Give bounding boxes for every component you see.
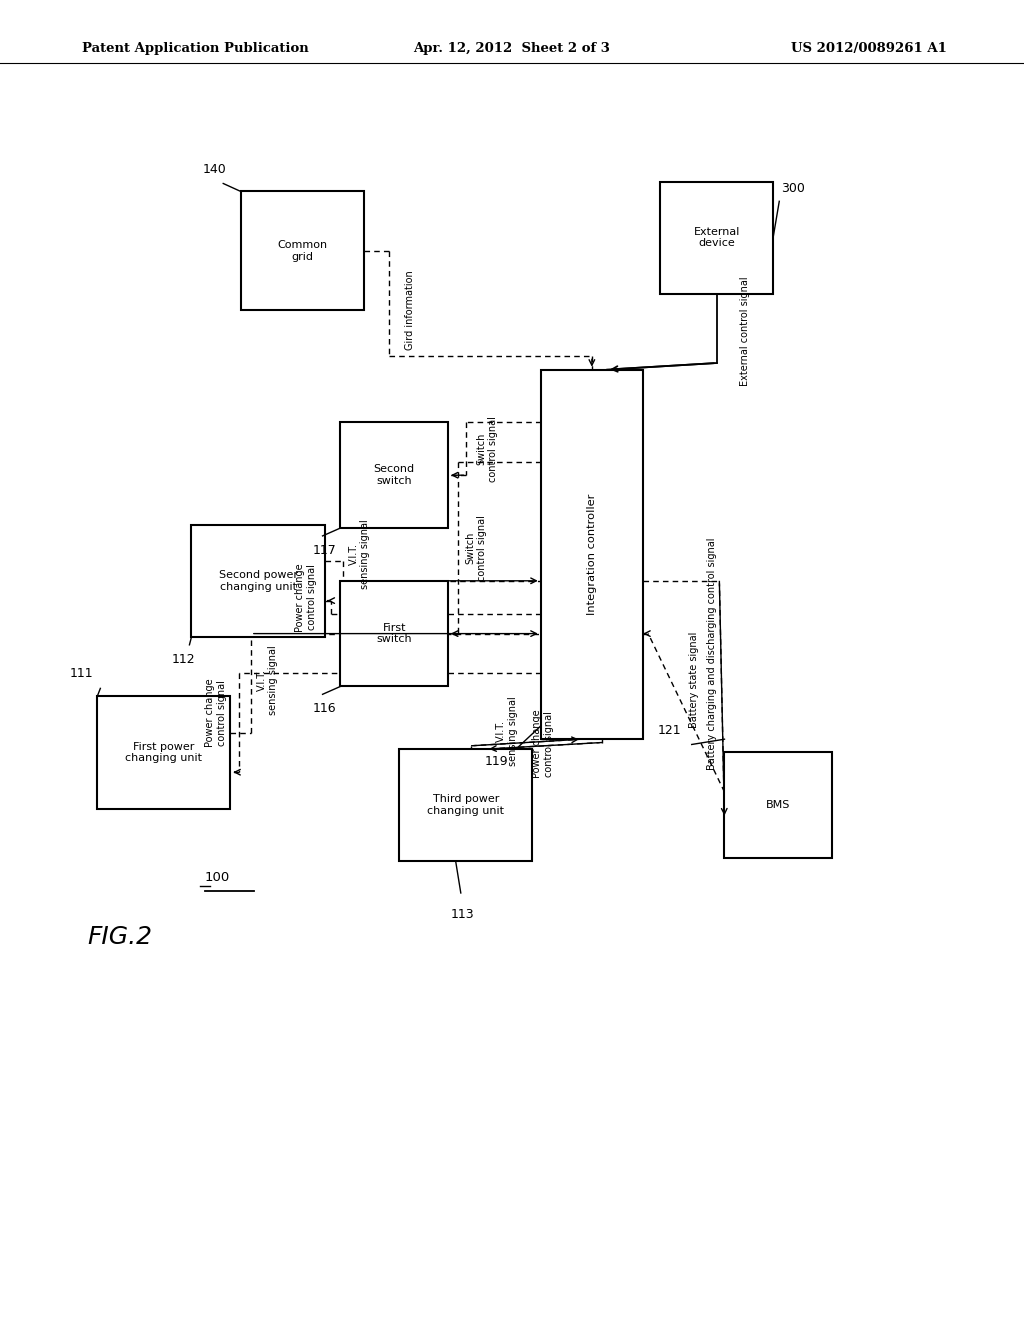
Text: Battery charging and discharging control signal: Battery charging and discharging control… <box>708 537 718 770</box>
Text: US 2012/0089261 A1: US 2012/0089261 A1 <box>792 42 947 55</box>
Text: V.I.T.
sensing signal: V.I.T. sensing signal <box>348 520 371 589</box>
Bar <box>340 422 449 528</box>
Bar <box>399 748 532 861</box>
Text: 116: 116 <box>312 702 336 715</box>
Text: Switch
control signal: Switch control signal <box>466 515 487 581</box>
Bar <box>725 752 831 858</box>
Text: 111: 111 <box>70 668 93 681</box>
Text: 100: 100 <box>205 871 230 884</box>
Text: 119: 119 <box>484 755 508 768</box>
Bar <box>241 191 364 310</box>
Text: Third power
changing unit: Third power changing unit <box>427 795 505 816</box>
Text: Integration controller: Integration controller <box>587 494 597 615</box>
Text: 117: 117 <box>312 544 336 557</box>
Text: FIG.2: FIG.2 <box>87 925 152 949</box>
Bar <box>541 370 643 739</box>
Bar <box>340 581 449 686</box>
Text: Power change
control signal: Power change control signal <box>531 710 554 779</box>
Text: 140: 140 <box>203 162 226 176</box>
Text: Battery state signal: Battery state signal <box>689 631 699 729</box>
Text: Second power
changing unit: Second power changing unit <box>218 570 298 591</box>
Text: Gird information: Gird information <box>404 271 415 350</box>
Text: 112: 112 <box>172 652 196 665</box>
Text: Switch
control signal: Switch control signal <box>476 416 498 482</box>
Text: Second
switch: Second switch <box>374 465 415 486</box>
Text: First
switch: First switch <box>377 623 412 644</box>
Text: 113: 113 <box>451 908 474 920</box>
Text: Power change
control signal: Power change control signal <box>295 564 317 631</box>
Text: First power
changing unit: First power changing unit <box>125 742 203 763</box>
Text: V.I.T.
sensing signal: V.I.T. sensing signal <box>496 696 518 766</box>
Text: BMS: BMS <box>766 800 791 810</box>
Text: Patent Application Publication: Patent Application Publication <box>82 42 308 55</box>
Bar <box>660 181 773 294</box>
Text: Apr. 12, 2012  Sheet 2 of 3: Apr. 12, 2012 Sheet 2 of 3 <box>414 42 610 55</box>
Text: External
device: External device <box>693 227 740 248</box>
Text: 121: 121 <box>658 723 682 737</box>
Text: V.I.T.
sensing signal: V.I.T. sensing signal <box>256 645 279 714</box>
Text: 300: 300 <box>781 182 805 195</box>
Text: External control signal: External control signal <box>740 277 751 387</box>
Text: Common
grid: Common grid <box>278 240 327 261</box>
Text: Power change
control signal: Power change control signal <box>205 678 227 747</box>
Bar <box>191 524 325 636</box>
Bar <box>97 697 230 808</box>
